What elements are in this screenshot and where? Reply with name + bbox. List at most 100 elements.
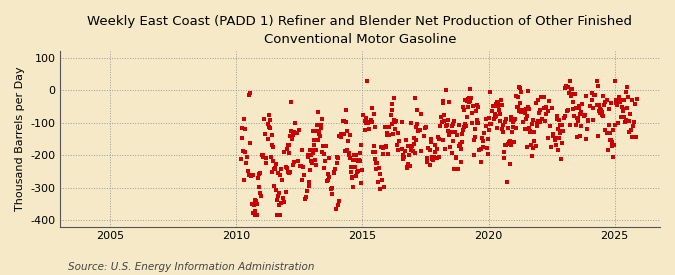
Point [252, 213, 263, 218]
Point [510, 117, 520, 121]
Point [321, 144, 332, 148]
Point [265, 126, 275, 130]
Point [264, 113, 275, 117]
Point [492, 126, 503, 131]
Point [463, 104, 474, 109]
Point [306, 152, 317, 157]
Point [568, 107, 578, 111]
Point [262, 137, 273, 142]
Point [607, 143, 618, 148]
Point [283, 170, 294, 175]
Point [412, 122, 423, 127]
Point [478, 139, 489, 143]
Point [468, 138, 479, 142]
Point [524, 130, 535, 134]
Point [535, 107, 545, 112]
Point [349, 165, 360, 169]
Point [471, 121, 482, 125]
Point [331, 207, 342, 211]
Point [380, 144, 391, 148]
Point [256, 194, 267, 198]
Point [630, 102, 641, 106]
Point [502, 180, 512, 185]
Point [560, 114, 570, 119]
Point [452, 133, 462, 137]
Point [600, 100, 611, 104]
Point [511, 125, 522, 130]
Point [381, 133, 392, 137]
Point [393, 147, 404, 152]
Point [489, 115, 500, 119]
Point [604, 131, 615, 136]
Point [348, 185, 358, 189]
Point [285, 170, 296, 174]
Point [508, 120, 518, 124]
Point [279, 150, 290, 154]
Point [415, 112, 426, 116]
Point [292, 130, 302, 135]
Point [543, 136, 554, 140]
Point [307, 128, 318, 133]
Point [612, 103, 623, 107]
Point [439, 147, 450, 151]
Point [278, 196, 289, 200]
Point [527, 118, 538, 123]
Point [361, 121, 372, 125]
Point [527, 153, 538, 158]
Point [514, 108, 524, 113]
Point [248, 203, 259, 207]
Point [622, 119, 633, 123]
Point [498, 150, 509, 154]
Point [259, 132, 270, 136]
Point [302, 189, 313, 193]
Point [458, 125, 469, 129]
Point [375, 144, 386, 149]
Point [481, 123, 491, 128]
Point [613, 120, 624, 125]
Point [406, 148, 417, 153]
Point [477, 136, 487, 140]
Point [550, 143, 561, 147]
Point [587, 118, 598, 122]
Point [522, 89, 533, 93]
Point [595, 106, 605, 111]
Point [354, 158, 364, 162]
Point [398, 155, 409, 159]
Point [458, 128, 468, 133]
Point [311, 129, 322, 134]
Point [593, 83, 604, 88]
Point [512, 104, 522, 109]
Point [243, 169, 254, 174]
Point [610, 122, 620, 127]
Point [249, 213, 260, 218]
Point [456, 140, 467, 144]
Point [454, 122, 464, 127]
Point [505, 161, 516, 166]
Point [378, 146, 389, 150]
Point [578, 114, 589, 118]
Point [361, 121, 372, 126]
Point [317, 117, 327, 122]
Point [267, 145, 278, 149]
Point [420, 126, 431, 130]
Point [289, 160, 300, 164]
Point [603, 106, 614, 111]
Point [464, 100, 475, 104]
Point [465, 87, 476, 92]
Point [566, 86, 576, 91]
Point [567, 100, 578, 104]
Point [259, 117, 269, 121]
Point [460, 122, 470, 126]
Point [421, 125, 431, 129]
Point [599, 128, 610, 132]
Point [392, 130, 403, 135]
Point [472, 118, 483, 123]
Point [434, 137, 445, 141]
Point [278, 200, 289, 205]
Point [423, 146, 434, 150]
Point [598, 94, 609, 98]
Point [619, 115, 630, 119]
Point [402, 164, 412, 169]
Point [304, 180, 315, 184]
Point [430, 142, 441, 147]
